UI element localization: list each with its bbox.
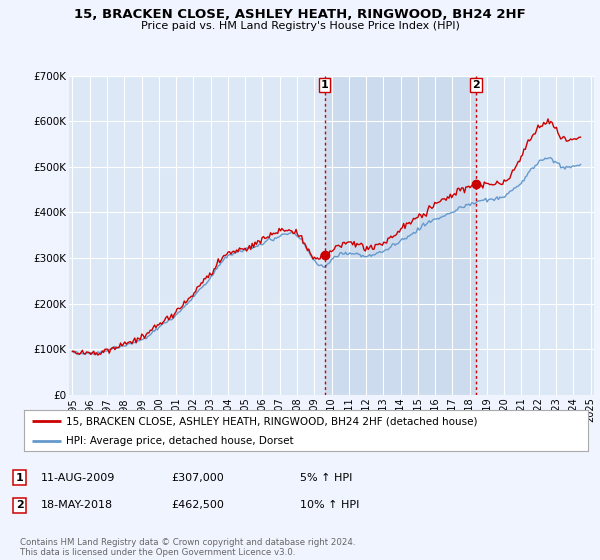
Text: 1: 1 [16,473,23,483]
Text: 15, BRACKEN CLOSE, ASHLEY HEATH, RINGWOOD, BH24 2HF (detached house): 15, BRACKEN CLOSE, ASHLEY HEATH, RINGWOO… [66,417,478,426]
Bar [325,76,476,395]
Text: 10% ↑ HPI: 10% ↑ HPI [300,500,359,510]
Text: 15, BRACKEN CLOSE, ASHLEY HEATH, RINGWOOD, BH24 2HF: 15, BRACKEN CLOSE, ASHLEY HEATH, RINGWOO… [74,8,526,21]
Text: Contains HM Land Registry data © Crown copyright and database right 2024.
This d: Contains HM Land Registry data © Crown c… [20,538,355,557]
Text: £462,500: £462,500 [171,500,224,510]
Text: 2: 2 [16,500,23,510]
Text: Price paid vs. HM Land Registry's House Price Index (HPI): Price paid vs. HM Land Registry's House … [140,21,460,31]
Text: 18-MAY-2018: 18-MAY-2018 [41,500,113,510]
Text: 2: 2 [472,81,480,90]
Text: 1: 1 [321,81,328,90]
Text: 11-AUG-2009: 11-AUG-2009 [41,473,115,483]
Text: £307,000: £307,000 [171,473,224,483]
Text: HPI: Average price, detached house, Dorset: HPI: Average price, detached house, Dors… [66,436,294,446]
Text: 5% ↑ HPI: 5% ↑ HPI [300,473,352,483]
